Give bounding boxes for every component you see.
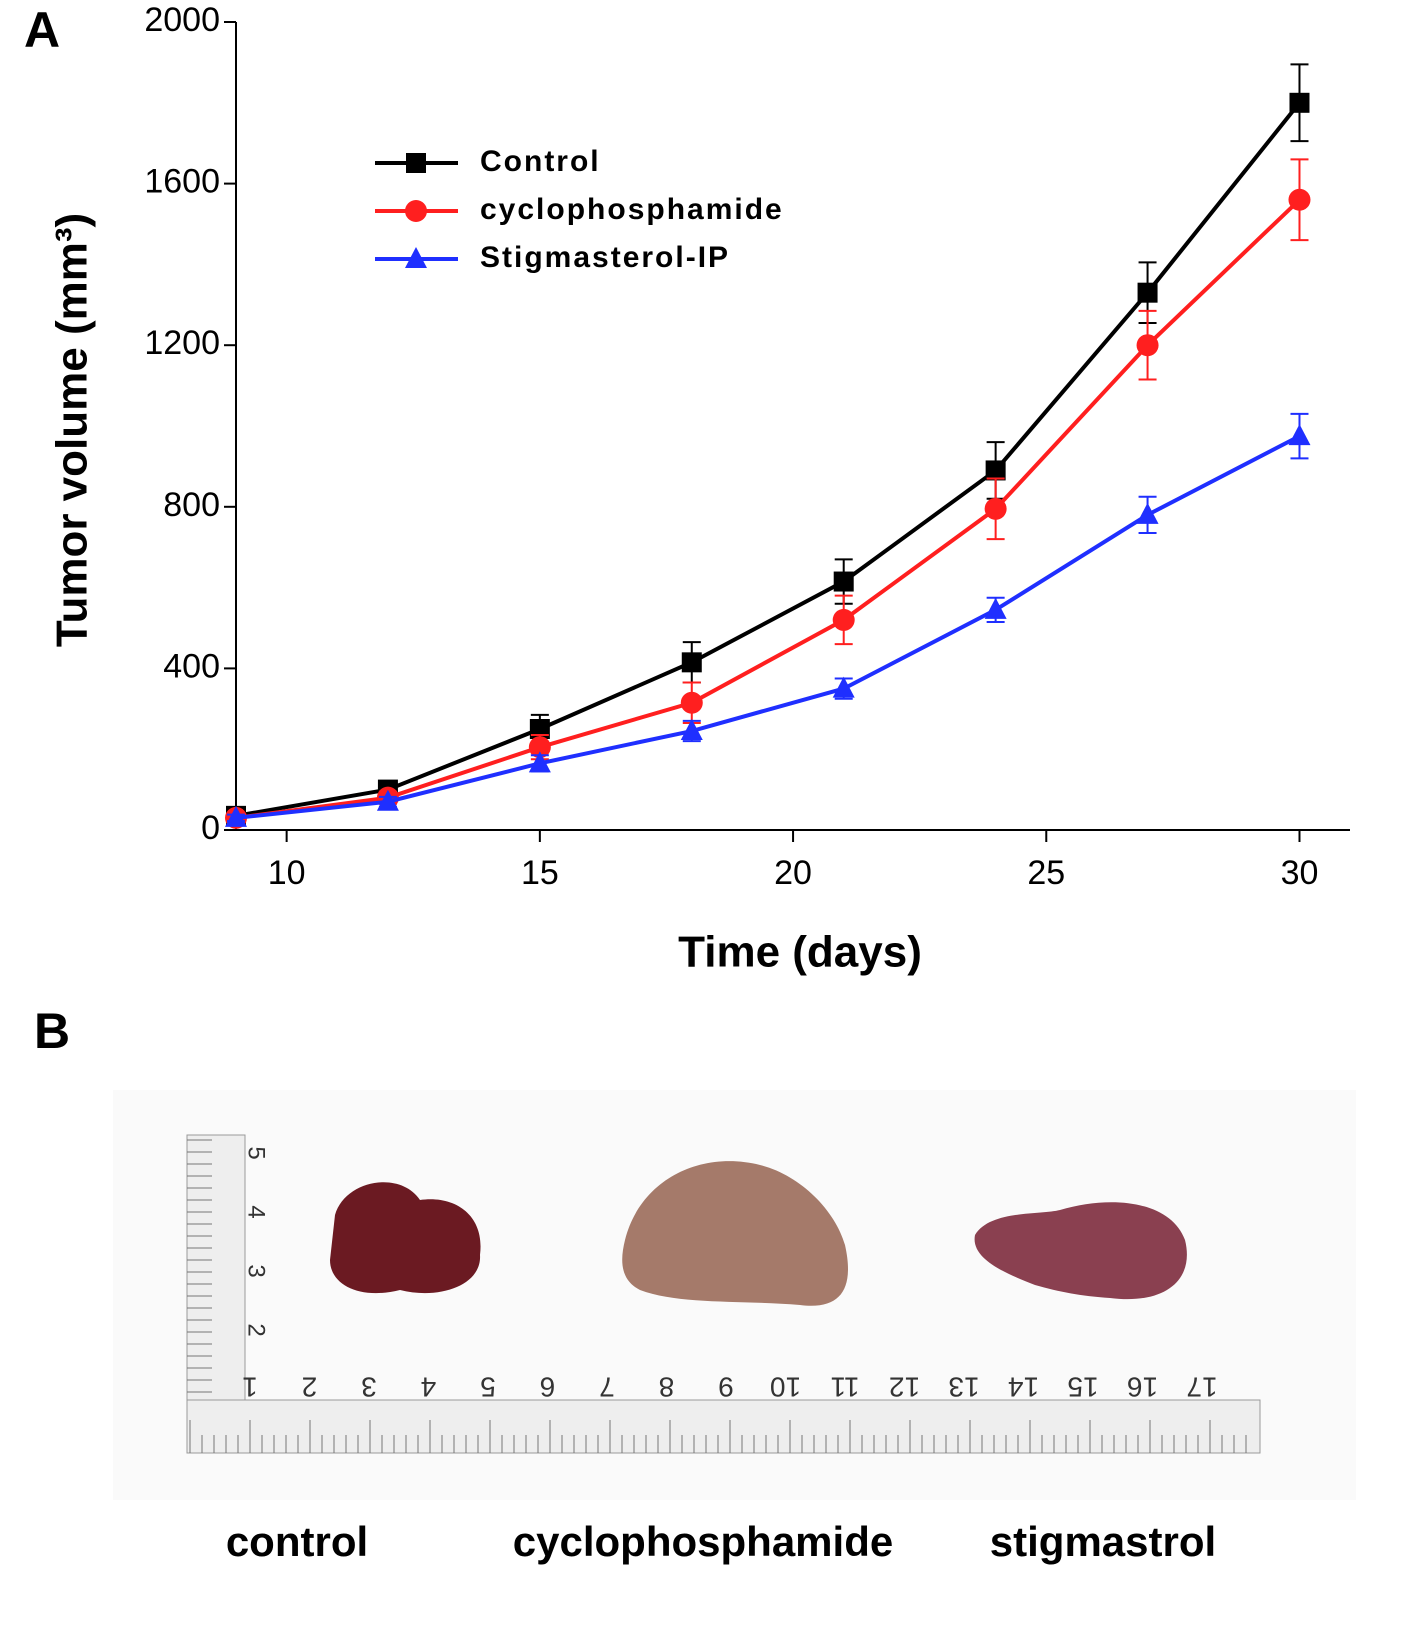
legend-marker (405, 200, 427, 222)
x-tick-label: 25 (1027, 854, 1065, 892)
photo-label: cyclophosphamide (513, 1518, 893, 1565)
ruler-number: 5 (480, 1372, 496, 1403)
marker (376, 789, 399, 811)
ruler-number: 5 (243, 1146, 270, 1159)
marker (680, 691, 703, 714)
marker (529, 719, 550, 739)
ruler-number: 15 (1067, 1372, 1098, 1403)
y-tick-label: 0 (201, 809, 220, 847)
legend-marker (406, 153, 426, 173)
y-tick-label: 1600 (144, 163, 220, 201)
ruler-number: 17 (1186, 1372, 1217, 1403)
marker (832, 676, 855, 698)
x-tick-label: 30 (1281, 854, 1319, 892)
series-line (235, 434, 1301, 820)
ruler-horizontal (186, 1399, 1261, 1454)
panel-label: B (34, 1003, 70, 1059)
tumor (622, 1161, 848, 1306)
marker (832, 608, 855, 631)
marker (1137, 282, 1158, 303)
tumor (330, 1182, 481, 1294)
ruler-number: 3 (361, 1372, 377, 1403)
marker (1288, 424, 1311, 446)
legend-marker (405, 247, 427, 268)
marker (1136, 334, 1159, 357)
y-axis-title: Tumor volume (mm³) (48, 213, 97, 647)
panel-label: A (24, 2, 60, 58)
ruler-number: 13 (948, 1372, 979, 1403)
marker (680, 719, 703, 741)
y-tick-label: 2000 (144, 1, 220, 39)
ruler-number: 6 (540, 1372, 556, 1403)
y-tick-label: 1200 (144, 324, 220, 362)
x-axis-title: Time (days) (678, 928, 922, 977)
ruler-number: 14 (1008, 1372, 1039, 1403)
series-line (235, 198, 1301, 820)
ruler-number: 4 (243, 1205, 270, 1218)
marker (984, 597, 1007, 619)
y-tick-label: 800 (163, 486, 220, 524)
ruler-number: 2 (302, 1372, 318, 1403)
ruler-number: 10 (770, 1372, 801, 1403)
x-tick-label: 15 (521, 854, 559, 892)
legend-label: Control (480, 145, 601, 178)
marker (681, 652, 702, 673)
ruler-number: 12 (889, 1372, 920, 1403)
ruler-number: 1 (242, 1372, 258, 1403)
marker (833, 571, 854, 592)
marker (1289, 92, 1310, 113)
marker (1136, 502, 1159, 524)
series-line (235, 101, 1302, 818)
x-tick-label: 10 (268, 854, 306, 892)
photo-label: stigmastrol (990, 1518, 1216, 1565)
x-tick-label: 20 (774, 854, 812, 892)
ruler-number: 7 (599, 1372, 615, 1403)
photo-label: control (226, 1518, 368, 1565)
marker (1288, 188, 1311, 211)
y-tick-label: 400 (163, 647, 220, 685)
ruler-number: 2 (243, 1323, 270, 1336)
ruler-number: 4 (421, 1372, 437, 1403)
marker (225, 805, 247, 827)
marker (985, 460, 1006, 481)
ruler-number: 16 (1127, 1372, 1158, 1403)
ruler-number: 9 (718, 1372, 734, 1403)
marker (984, 497, 1007, 520)
ruler-number: 11 (830, 1372, 859, 1403)
marker (528, 736, 551, 759)
ruler-number: 3 (243, 1264, 270, 1277)
ruler-number: 8 (659, 1372, 675, 1403)
marker (528, 751, 551, 773)
legend-label: cyclophosphamide (480, 193, 784, 226)
legend-label: Stigmasterol-IP (480, 241, 730, 274)
tumor (974, 1202, 1187, 1300)
